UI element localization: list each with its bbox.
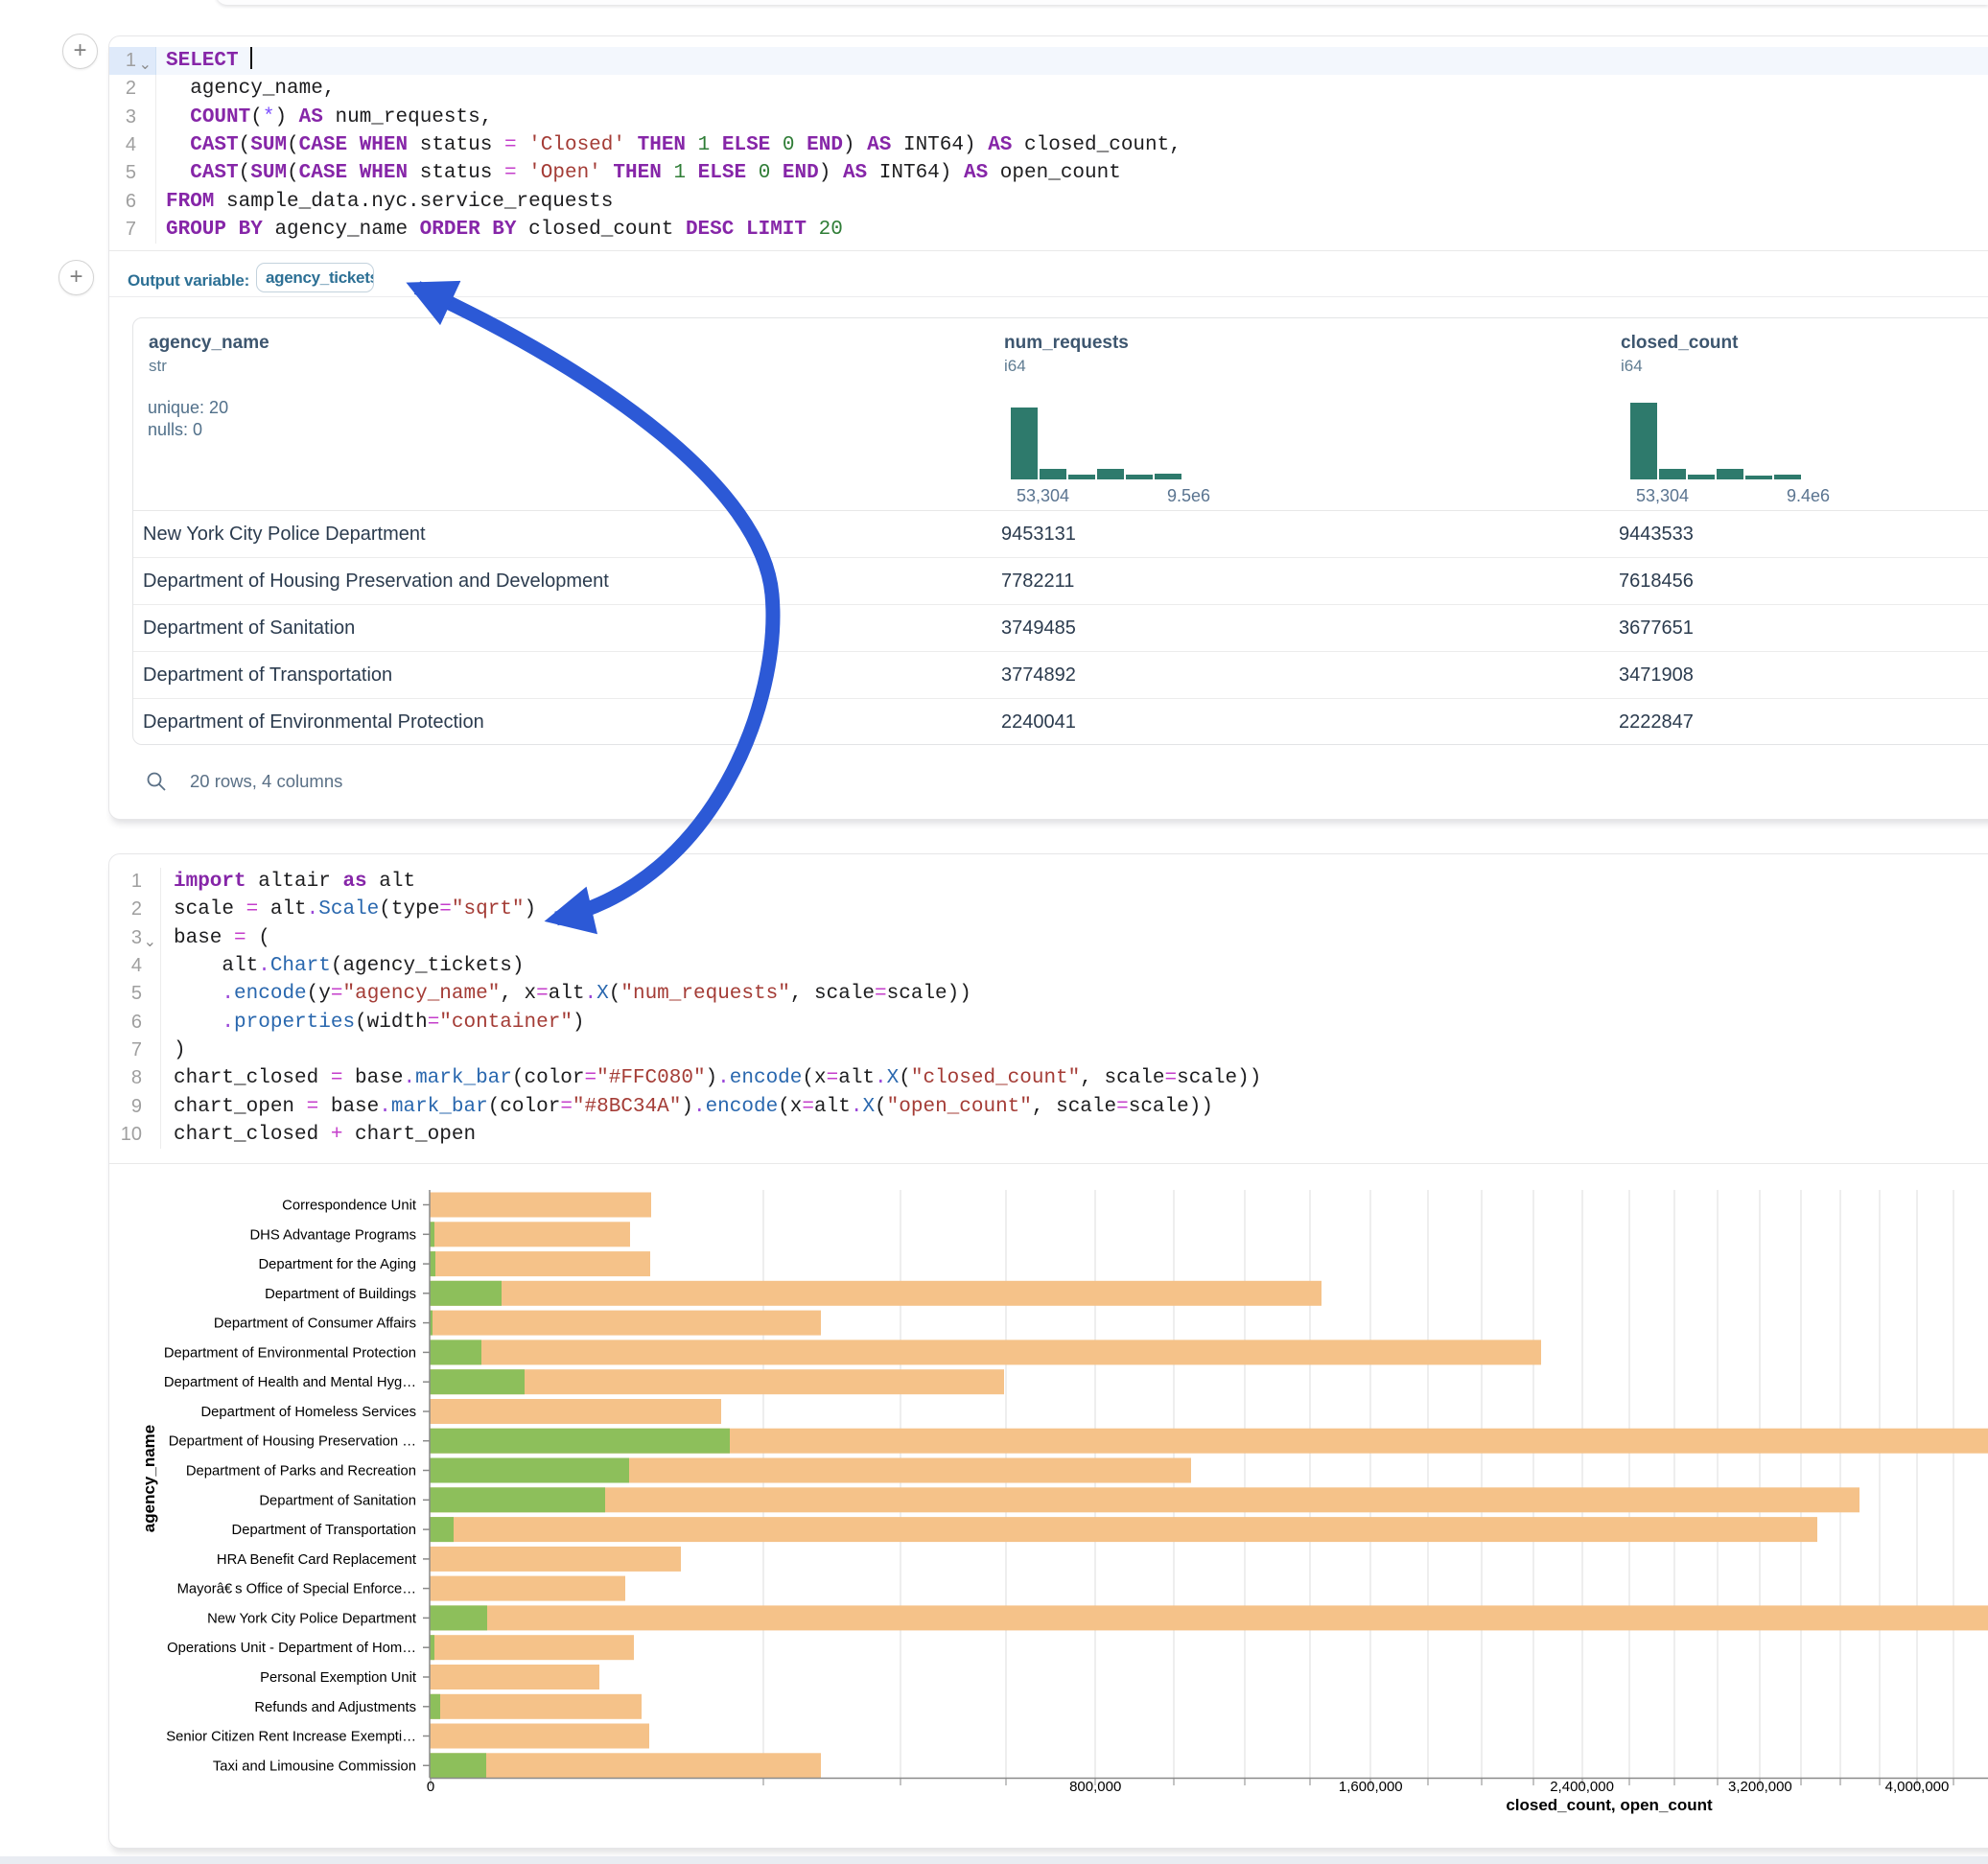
- svg-text:Department of Health and Menta: Department of Health and Mental Hyg…: [164, 1375, 416, 1390]
- svg-text:HRA Benefit Card Replacement: HRA Benefit Card Replacement: [217, 1552, 416, 1568]
- svg-text:Department of Transportation: Department of Transportation: [232, 1523, 416, 1538]
- svg-text:Department of Homeless Service: Department of Homeless Services: [200, 1405, 416, 1420]
- svg-text:New York City Police Departmen: New York City Police Department: [207, 1611, 416, 1626]
- svg-text:Operations Unit - Department o: Operations Unit - Department of Hom…: [167, 1641, 416, 1656]
- svg-text:closed_count, open_count: closed_count, open_count: [1506, 1796, 1713, 1814]
- svg-text:Department of Environmental Pr: Department of Environmental Protection: [164, 1345, 416, 1361]
- svg-text:Mayorâ€ s Office of Special En: Mayorâ€ s Office of Special Enforce…: [177, 1582, 416, 1597]
- svg-text:Department of Buildings: Department of Buildings: [265, 1287, 416, 1302]
- svg-text:Department for the Aging: Department for the Aging: [258, 1257, 416, 1272]
- svg-text:800,000: 800,000: [1069, 1779, 1121, 1795]
- svg-text:2,400,000: 2,400,000: [1550, 1779, 1614, 1795]
- svg-text:Department of Housing Preserva: Department of Housing Preservation …: [169, 1434, 416, 1450]
- svg-text:Refunds and Adjustments: Refunds and Adjustments: [254, 1700, 416, 1715]
- svg-text:Department of Sanitation: Department of Sanitation: [259, 1493, 416, 1508]
- svg-text:3,200,000: 3,200,000: [1728, 1779, 1792, 1795]
- svg-text:agency_name: agency_name: [140, 1425, 158, 1532]
- svg-text:1,600,000: 1,600,000: [1339, 1779, 1403, 1795]
- svg-text:DHS Advantage Programs: DHS Advantage Programs: [249, 1227, 416, 1243]
- svg-text:Department of Consumer Affairs: Department of Consumer Affairs: [214, 1316, 416, 1332]
- svg-text:Department of Parks and Recrea: Department of Parks and Recreation: [186, 1464, 416, 1480]
- svg-text:Correspondence Unit: Correspondence Unit: [282, 1199, 416, 1214]
- svg-text:Senior Citizen Rent Increase E: Senior Citizen Rent Increase Exempti…: [166, 1730, 416, 1745]
- svg-text:4,000,000: 4,000,000: [1885, 1779, 1950, 1795]
- svg-text:0: 0: [427, 1779, 434, 1795]
- svg-text:Taxi and Limousine Commission: Taxi and Limousine Commission: [213, 1759, 416, 1774]
- svg-text:Personal Exemption Unit: Personal Exemption Unit: [260, 1670, 416, 1686]
